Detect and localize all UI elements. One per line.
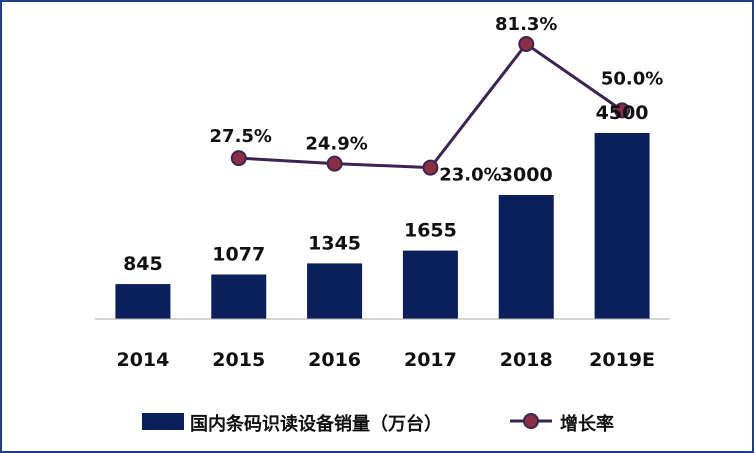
growth-rate-label-2015: 27.5%	[210, 126, 272, 147]
bar-2014	[115, 284, 171, 319]
bar-value-label-2017: 1655	[404, 220, 457, 242]
legend: 国内条码识读设备销量（万台） 增长率	[142, 413, 614, 435]
bar-value-label-2018: 3000	[500, 164, 553, 186]
growth-rate-point-2018	[518, 36, 535, 52]
bar-2015	[211, 274, 267, 319]
legend-bar-label: 国内条码识读设备销量（万台）	[190, 413, 442, 435]
bars-layer	[115, 133, 650, 319]
x-tick-2015: 2015	[212, 349, 265, 371]
legend-line-marker	[523, 413, 539, 429]
bar-2016	[307, 263, 363, 319]
bar-2017	[402, 250, 458, 319]
bar-value-label-2015: 1077	[212, 243, 265, 265]
x-axis-ticks: 2014 2015 2016 2017 2018 2019E	[116, 349, 655, 371]
growth-rate-line	[238, 41, 623, 170]
bar-value-label-2016: 1345	[308, 232, 361, 254]
bar-2019E	[594, 133, 650, 319]
x-tick-2016: 2016	[308, 349, 361, 371]
bar-value-label-2014: 845	[123, 253, 163, 275]
growth-rate-point-2016	[326, 155, 343, 172]
x-tick-2017: 2017	[404, 349, 457, 371]
labels-layer: 845 1077 1345 1655 3000 4500 27.5% 24.9% 23.0% 81…	[123, 14, 663, 275]
growth-rate-point-2015	[230, 150, 247, 167]
line-layer	[230, 36, 631, 176]
x-tick-2019E: 2019E	[589, 349, 655, 371]
x-tick-2018: 2018	[500, 349, 553, 371]
x-tick-2014: 2014	[116, 349, 169, 371]
bar-2018	[498, 195, 554, 319]
bar-value-label-2019E: 4500	[596, 102, 649, 124]
growth-rate-label-2016: 24.9%	[305, 134, 367, 155]
growth-rate-point-2017	[422, 159, 439, 176]
growth-rate-label-2017: 23.0%	[439, 165, 501, 186]
growth-rate-point-2019E	[614, 102, 631, 119]
legend-bar-swatch	[142, 413, 184, 430]
growth-rate-label-2019E: 50.0%	[601, 68, 663, 89]
legend-line-label: 增长率	[560, 413, 614, 435]
growth-rate-label-2018: 81.3%	[495, 14, 557, 35]
